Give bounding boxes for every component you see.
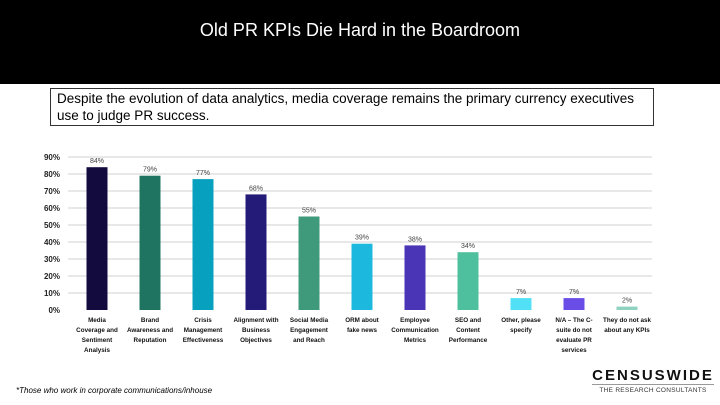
- slide-title: Old PR KPIs Die Hard in the Boardroom: [199, 20, 521, 40]
- y-tick-label: 30%: [44, 255, 60, 264]
- bar: [457, 252, 479, 310]
- bar: [192, 179, 214, 310]
- x-tick-label: Crisis: [194, 317, 212, 324]
- data-label: 39%: [355, 235, 369, 242]
- bar: [404, 245, 426, 310]
- data-label: 7%: [516, 289, 526, 296]
- x-tick-label: suite do not: [556, 327, 593, 334]
- x-tick-label: Awareness and: [127, 327, 173, 334]
- x-tick-label: Engagement: [290, 327, 329, 334]
- x-tick-label: Other, please: [501, 317, 541, 324]
- x-tick-label: Coverage and: [76, 327, 118, 334]
- x-tick-label: N/A – The C-: [555, 317, 592, 324]
- data-label: 68%: [249, 185, 263, 192]
- x-tick-label: Employee: [400, 317, 430, 324]
- header-bar: Old PR KPIs Die Hard in the Boardroom: [0, 0, 720, 84]
- data-label: 34%: [461, 243, 475, 250]
- chart-subtitle: Despite the evolution of data analytics,…: [50, 88, 654, 126]
- x-tick-label: SEO and: [455, 317, 481, 324]
- x-tick-label: Management: [184, 327, 223, 334]
- x-tick-label: Content: [456, 327, 481, 334]
- x-tick-label: services: [561, 347, 587, 354]
- x-tick-label: Analysis: [84, 347, 110, 354]
- bar: [616, 306, 638, 310]
- y-tick-label: 0%: [48, 306, 60, 315]
- x-tick-label: Reputation: [134, 337, 167, 344]
- x-tick-label: Effectiveness: [183, 337, 224, 344]
- x-tick-label: Business: [242, 327, 270, 334]
- data-label: 84%: [90, 158, 104, 165]
- x-tick-label: They do not ask: [603, 317, 651, 324]
- logo-tagline: THE RESEARCH CONSULTANTS: [599, 387, 707, 394]
- bar: [351, 243, 373, 310]
- x-tick-label: specify: [510, 327, 532, 334]
- x-tick-label: Alignment with: [233, 317, 278, 324]
- bar: [139, 175, 161, 310]
- x-tick-label: Performance: [449, 337, 488, 344]
- y-tick-label: 60%: [44, 204, 60, 213]
- x-tick-label: Media: [88, 317, 106, 324]
- x-tick-label: Communication: [391, 327, 439, 334]
- y-tick-label: 10%: [44, 289, 60, 298]
- bar: [298, 216, 320, 310]
- x-tick-label: Sentiment: [82, 337, 113, 344]
- x-tick-label: ORM about: [345, 317, 379, 324]
- x-tick-label: Brand: [141, 317, 159, 324]
- y-tick-label: 20%: [44, 272, 60, 281]
- x-tick-label: evaluate PR: [556, 337, 592, 344]
- y-tick-label: 70%: [44, 187, 60, 196]
- bar: [245, 194, 267, 310]
- data-label: 7%: [569, 289, 579, 296]
- logo-name: CENSUSWIDE: [592, 367, 714, 385]
- data-label: 77%: [196, 170, 210, 177]
- data-label: 79%: [143, 167, 157, 174]
- footnote: *Those who work in corporate communicati…: [16, 386, 213, 395]
- x-tick-label: Objectives: [240, 337, 272, 344]
- y-tick-label: 80%: [44, 170, 60, 179]
- bar: [510, 298, 532, 310]
- censuswide-logo: CENSUSWIDE THE RESEARCH CONSULTANTS: [592, 368, 714, 394]
- x-tick-label: fake news: [347, 327, 378, 334]
- x-tick-label: and Reach: [293, 337, 325, 344]
- data-label: 55%: [302, 208, 316, 215]
- data-label: 2%: [622, 298, 632, 305]
- x-tick-label: about any KPIs: [604, 327, 650, 334]
- x-tick-label: Metrics: [404, 337, 427, 344]
- bar: [86, 167, 108, 310]
- data-label: 38%: [408, 236, 422, 243]
- bar: [563, 298, 585, 310]
- y-tick-label: 50%: [44, 221, 60, 230]
- y-tick-label: 40%: [44, 238, 60, 247]
- y-tick-label: 90%: [44, 153, 60, 162]
- x-tick-label: Social Media: [290, 317, 329, 324]
